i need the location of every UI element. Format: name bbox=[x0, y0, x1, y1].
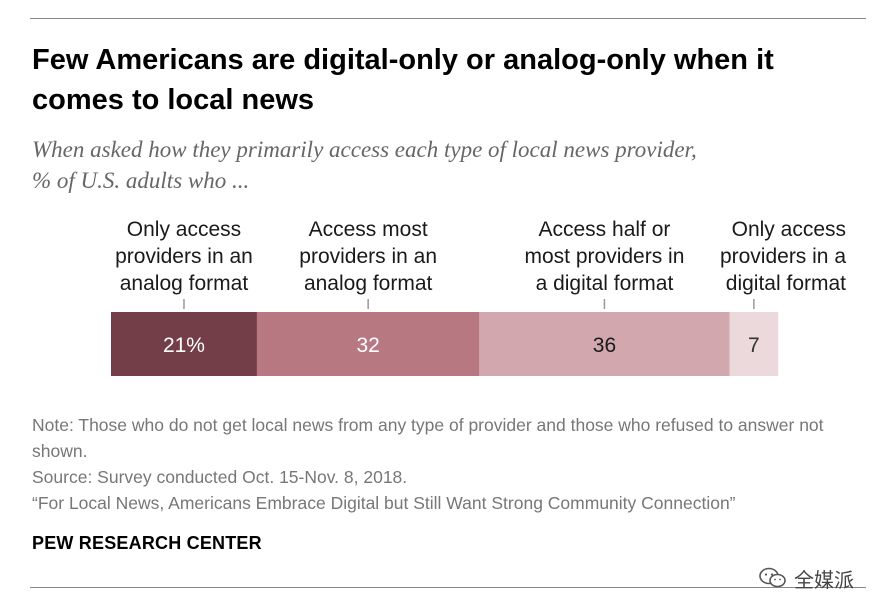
bottom-rule bbox=[30, 587, 866, 588]
wechat-icon bbox=[759, 567, 786, 588]
bar-value-label: 7 bbox=[748, 334, 760, 357]
footnotes: Note: Those who do not get local news fr… bbox=[32, 412, 862, 516]
bar-value-label: 32 bbox=[356, 334, 379, 357]
source-text: Source: Survey conducted Oct. 15-Nov. 8,… bbox=[32, 467, 408, 487]
report-title: “For Local News, Americans Embrace Digit… bbox=[32, 493, 736, 513]
bar-segment bbox=[729, 312, 779, 376]
watermark: 全媒派 bbox=[758, 563, 870, 593]
note-text: Note: Those who do not get local news fr… bbox=[32, 415, 824, 461]
organization-name: PEW RESEARCH CENTER bbox=[32, 533, 262, 553]
bar-value-label: 36 bbox=[593, 334, 616, 357]
subtitle-line-1: When asked how they primarily access eac… bbox=[32, 137, 697, 162]
stacked-bar-chart: 21% Only access providers in an analog form… bbox=[111, 218, 846, 376]
top-rule bbox=[30, 18, 866, 19]
chart-subtitle: When asked how they primarily access eac… bbox=[32, 134, 862, 196]
bar-segment bbox=[256, 312, 480, 376]
bar-segment bbox=[111, 312, 257, 376]
category-label: Access most providers in an analog format bbox=[299, 218, 437, 295]
chart-title: Few Americans are digital-only or analog… bbox=[32, 44, 774, 116]
subtitle-line-2: % of U.S. adults who ... bbox=[32, 168, 250, 193]
bar-segment bbox=[479, 312, 730, 376]
category-label: Only access providers in an analog format bbox=[115, 218, 253, 295]
bar-value-label: 21% bbox=[163, 334, 205, 357]
category-label: Only access providers in a digital format bbox=[720, 218, 846, 295]
watermark-text: 全媒派 bbox=[794, 567, 854, 592]
category-label: Access half or most providers in a digital… bbox=[525, 218, 685, 295]
